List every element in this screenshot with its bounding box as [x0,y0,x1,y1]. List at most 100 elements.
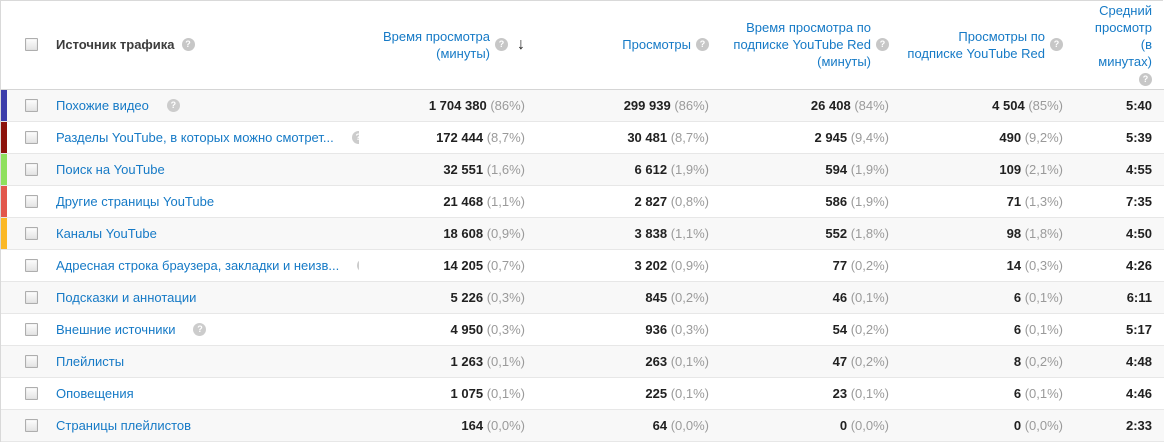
avg-view-duration-cell: 6:11 [1126,289,1152,305]
watch-time-cell: 164 (0,0%) [461,417,525,433]
red-watch-time-cell: 0 (0,0%) [839,417,889,433]
red-watch-time-cell: 2 945 (9,4%) [814,129,889,145]
traffic-source-link[interactable]: Плейлисты [56,353,125,369]
views-cell: 225 (0,1%) [645,385,709,401]
avg-view-duration-cell: 4:46 [1125,385,1152,401]
traffic-source-cell: Адресная строка браузера, закладки и неи… [1,249,359,281]
table-row: Адресная строка браузера, закладки и неи… [1,249,1164,281]
watch-time-cell: 4 950 (0,3%) [450,321,525,337]
table-row: Похожие видео ? 1 704 380 (86%) 299 939 … [1,89,1164,121]
help-icon[interactable]: ? [1139,73,1152,87]
watch-time-cell: 14 205 (0,7%) [443,257,525,273]
row-checkbox[interactable] [25,418,38,432]
help-icon[interactable]: ? [495,38,508,52]
table-row: Поиск на YouTube 32 551 (1,6%) 6 612 (1,… [1,153,1164,185]
views-cell: 936 (0,3%) [645,321,709,337]
row-checkbox[interactable] [25,162,38,176]
row-checkbox[interactable] [25,258,38,272]
views-cell: 30 481 (8,7%) [627,129,709,145]
avg-view-duration-cell: 7:35 [1125,193,1152,209]
red-watch-time-cell: 552 (1,8%) [825,225,889,241]
traffic-source-link[interactable]: Страницы плейлистов [56,417,192,433]
avg-view-duration-cell: 4:26 [1125,257,1152,273]
traffic-source-link[interactable]: Подсказки и аннотации [56,289,197,305]
help-icon[interactable]: ? [1050,38,1063,52]
views-cell: 2 827 (0,8%) [634,193,709,209]
row-checkbox[interactable] [25,386,38,400]
views-cell: 3 202 (0,9%) [634,257,709,273]
table-row: Разделы YouTube, в которых можно смотрет… [1,121,1164,153]
traffic-source-link[interactable]: Поиск на YouTube [56,161,165,177]
traffic-source-link[interactable]: Оповещения [56,385,134,401]
red-watch-time-cell: 47 (0,2%) [832,353,889,369]
traffic-source-link[interactable]: Разделы YouTube, в которых можно смотрет… [56,129,334,145]
watch-time-cell: 18 608 (0,9%) [443,225,525,241]
column-header-red-watch-time[interactable]: Время просмотра по подписке YouTube Red … [722,1,902,90]
row-checkbox[interactable] [25,130,38,144]
views-cell: 6 612 (1,9%) [634,161,709,177]
help-icon[interactable]: ? [696,38,709,52]
red-views-cell: 98 (1,8%) [1006,225,1063,241]
traffic-source-link[interactable]: Другие страницы YouTube [56,193,215,209]
help-icon[interactable]: ? [166,98,180,112]
table-row: Внешние источники ? 4 950 (0,3%) 936 (0,… [1,313,1164,345]
traffic-source-link[interactable]: Каналы YouTube [56,225,157,241]
column-header-label: Просмотры по подписке YouTube Red [907,28,1045,61]
table-row: Другие страницы YouTube 21 468 (1,1%) 2 … [1,185,1164,217]
watch-time-cell: 1 075 (0,1%) [450,385,525,401]
views-cell: 64 (0,0%) [652,417,709,433]
row-checkbox[interactable] [25,98,38,112]
views-cell: 299 939 (86%) [623,97,709,113]
traffic-source-cell: Внешние источники ? [1,313,359,345]
row-checkbox[interactable] [25,354,38,368]
watch-time-cell: 172 444 (8,7%) [436,129,525,145]
sort-descending-icon: ↓ [517,35,525,53]
help-icon[interactable]: ? [351,130,359,144]
watch-time-cell: 21 468 (1,1%) [443,193,525,209]
avg-view-duration-cell: 5:40 [1125,97,1152,113]
red-watch-time-cell: 46 (0,1%) [832,289,889,305]
traffic-source-cell: Страницы плейлистов [1,409,359,441]
row-checkbox[interactable] [25,226,38,240]
traffic-source-cell: Плейлисты [1,345,359,377]
row-checkbox[interactable] [25,290,38,304]
red-views-cell: 6 (0,1%) [1013,385,1063,401]
help-icon[interactable]: ? [181,38,195,52]
column-header-views[interactable]: Просмотры ? [538,1,722,90]
column-header-source[interactable]: Источник трафика ? [1,1,359,90]
help-icon[interactable]: ? [357,258,359,272]
help-icon[interactable]: ? [876,38,889,52]
traffic-source-link[interactable]: Внешние источники [56,321,176,337]
row-color-bar [1,89,7,121]
row-checkbox[interactable] [25,194,38,208]
watch-time-cell: 5 226 (0,3%) [450,289,525,305]
row-checkbox[interactable] [25,322,38,336]
avg-view-duration-cell: 4:50 [1125,225,1152,241]
table-row: Подсказки и аннотации 5 226 (0,3%) 845 (… [1,281,1164,313]
row-color-bar [1,185,7,217]
column-header-watch-time[interactable]: Время просмотра (минуты) ? ↓ [359,1,538,90]
red-views-cell: 6 (0,1%) [1013,321,1063,337]
traffic-sources-table: Источник трафика ? Время просмотра (мину… [1,1,1164,442]
column-header-red-views[interactable]: Просмотры по подписке YouTube Red ? [902,1,1076,90]
traffic-source-cell: Разделы YouTube, в которых можно смотрет… [1,121,359,153]
views-cell: 845 (0,2%) [645,289,709,305]
watch-time-cell: 32 551 (1,6%) [443,161,525,177]
column-header-avg-view-duration[interactable]: Средний просмотр (в минутах)? [1076,1,1164,90]
row-color-bar [1,121,7,153]
select-all-checkbox[interactable] [25,38,38,52]
red-views-cell: 490 (9,2%) [999,129,1063,145]
column-header-label: Время просмотра по подписке YouTube Red … [733,20,871,70]
avg-view-duration-cell: 5:17 [1125,321,1152,337]
traffic-source-link[interactable]: Адресная строка браузера, закладки и неи… [56,257,340,273]
help-icon[interactable]: ? [193,322,207,336]
red-watch-time-cell: 77 (0,2%) [832,257,889,273]
traffic-source-link[interactable]: Похожие видео [56,97,149,113]
red-watch-time-cell: 54 (0,2%) [832,321,889,337]
red-views-cell: 71 (1,3%) [1006,193,1063,209]
column-header-label: Время просмотра (минуты) [382,28,490,61]
table-header-row: Источник трафика ? Время просмотра (мину… [1,1,1164,90]
traffic-source-cell: Подсказки и аннотации [1,281,359,313]
traffic-source-cell: Каналы YouTube [1,217,359,249]
row-color-bar [1,153,7,185]
